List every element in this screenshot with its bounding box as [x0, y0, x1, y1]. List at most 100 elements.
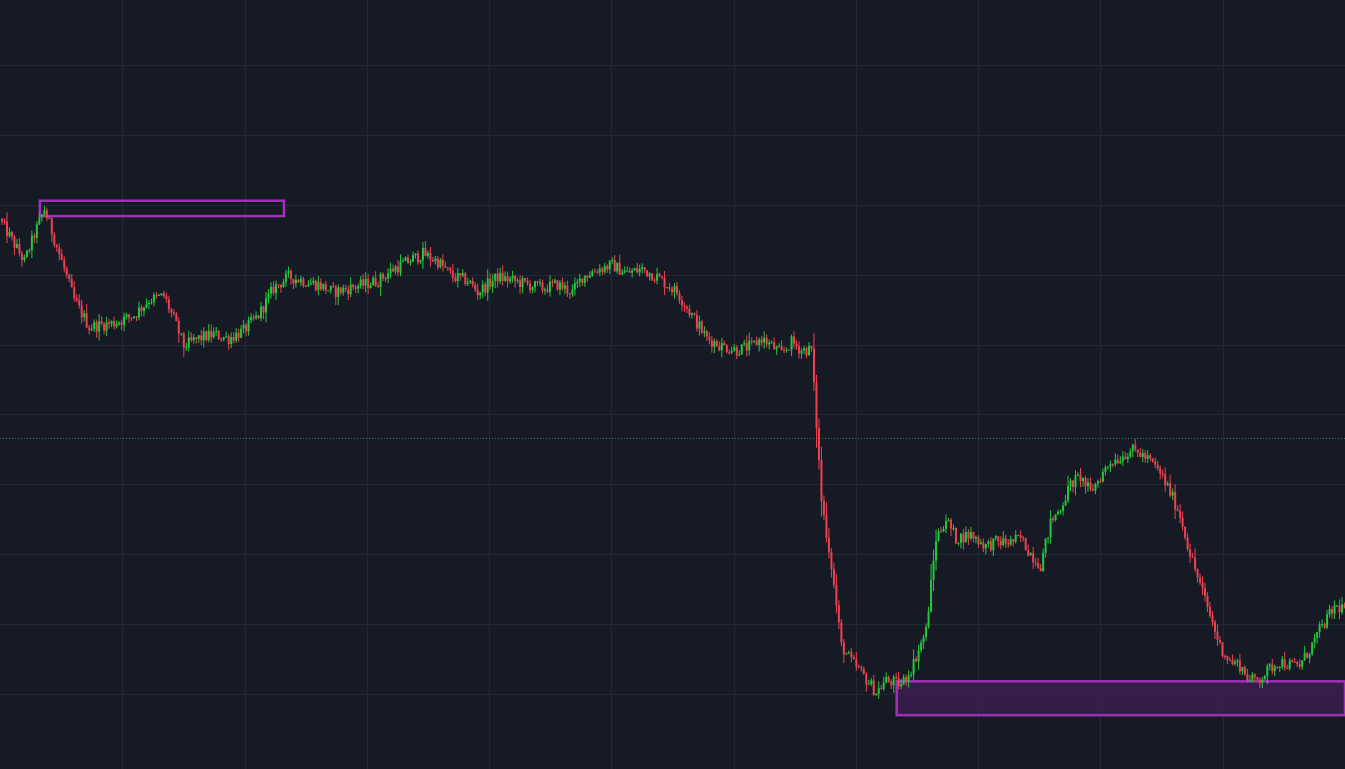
bull-candle: [932, 549, 935, 592]
bear-candle: [344, 284, 347, 293]
bull-candle: [1002, 531, 1005, 547]
candle-body: [636, 268, 639, 273]
candle-body: [1268, 664, 1271, 667]
bear-candle: [606, 264, 609, 273]
candle-body: [723, 342, 726, 346]
bear-candle: [593, 268, 596, 273]
bear-candle: [999, 536, 1002, 550]
candle-body: [860, 667, 863, 669]
bull-candle: [1341, 597, 1344, 615]
candle-body: [1034, 562, 1037, 564]
bull-candle: [409, 259, 412, 266]
bull-candle: [284, 270, 287, 287]
bear-candle: [205, 330, 208, 342]
bear-candle: [1174, 484, 1177, 520]
bear-candle: [728, 349, 731, 355]
bear-candle: [519, 275, 522, 294]
candle-body: [78, 300, 81, 306]
bull-candle: [38, 212, 41, 226]
bear-candle: [653, 277, 656, 283]
candle-body: [302, 278, 305, 286]
candle-body: [738, 354, 741, 356]
candle-body: [1134, 444, 1137, 450]
candle-body: [459, 273, 462, 276]
bear-candle: [1298, 659, 1301, 670]
candle-body: [1189, 549, 1192, 557]
candle-body: [631, 270, 634, 273]
bear-candle: [710, 335, 713, 353]
bear-candle: [880, 684, 883, 690]
candle-body: [1062, 505, 1065, 512]
candle-body: [1166, 483, 1169, 486]
candle-body: [267, 293, 270, 299]
candle-body: [820, 460, 823, 502]
bear-candle: [830, 548, 833, 578]
bull-candle: [342, 284, 345, 296]
bear-candle: [514, 274, 517, 288]
bear-candle: [628, 267, 631, 273]
candle-body: [1012, 539, 1015, 542]
bear-candle: [324, 280, 327, 294]
candle-body: [755, 340, 758, 346]
bull-candle: [43, 206, 46, 216]
candle-body: [287, 270, 290, 274]
candle-body: [671, 288, 674, 293]
candle-body: [43, 210, 46, 215]
candle-body: [257, 315, 260, 319]
candle-body: [865, 674, 868, 685]
candle-body: [235, 332, 238, 341]
bear-candle: [601, 266, 604, 276]
candle-body: [842, 642, 845, 655]
candle-body: [1014, 535, 1017, 542]
bull-candle: [1266, 663, 1269, 685]
bull-candle: [641, 263, 644, 274]
candle-body: [925, 626, 928, 638]
bull-candle: [137, 301, 140, 321]
bear-candle: [128, 313, 131, 323]
bear-candle: [140, 304, 143, 317]
candle-body: [1044, 538, 1047, 553]
bull-candle: [778, 343, 781, 348]
candle-body: [260, 306, 263, 319]
bear-candle: [232, 332, 235, 344]
candle-body: [641, 267, 644, 269]
candle-body: [250, 317, 253, 321]
candle-body: [185, 347, 188, 349]
candle-body: [454, 277, 457, 281]
bear-candle: [476, 283, 479, 301]
candle-body: [354, 287, 357, 289]
candle-body: [695, 314, 698, 329]
bear-candle: [1286, 664, 1289, 670]
candle-body: [1146, 455, 1149, 459]
bear-candle: [1089, 477, 1092, 492]
bear-candle: [1034, 557, 1037, 567]
candle-body: [561, 282, 564, 289]
bull-candle: [1104, 464, 1107, 476]
candle-body: [23, 256, 26, 260]
candle-body: [1091, 489, 1094, 491]
candle-body: [496, 273, 499, 282]
candle-body: [651, 273, 654, 281]
candle-body: [95, 322, 98, 332]
bear-candle: [195, 336, 198, 344]
candle-body: [419, 260, 422, 263]
candle-body: [384, 278, 387, 280]
candle-body: [167, 299, 170, 310]
candle-body: [895, 677, 898, 679]
bear-candle: [314, 279, 317, 292]
candle-body: [720, 342, 723, 351]
candle-body: [389, 268, 392, 274]
candle-body: [633, 268, 636, 271]
candle-body: [690, 313, 693, 316]
bear-candle: [1271, 659, 1274, 675]
candle-body: [334, 286, 337, 297]
candle-body: [1089, 482, 1092, 490]
bull-candle: [1146, 450, 1149, 464]
bull-candle: [240, 325, 243, 339]
bear-candle: [496, 268, 499, 288]
candle-body: [984, 544, 987, 549]
bear-candle: [1017, 534, 1020, 537]
bull-candle: [611, 257, 614, 265]
